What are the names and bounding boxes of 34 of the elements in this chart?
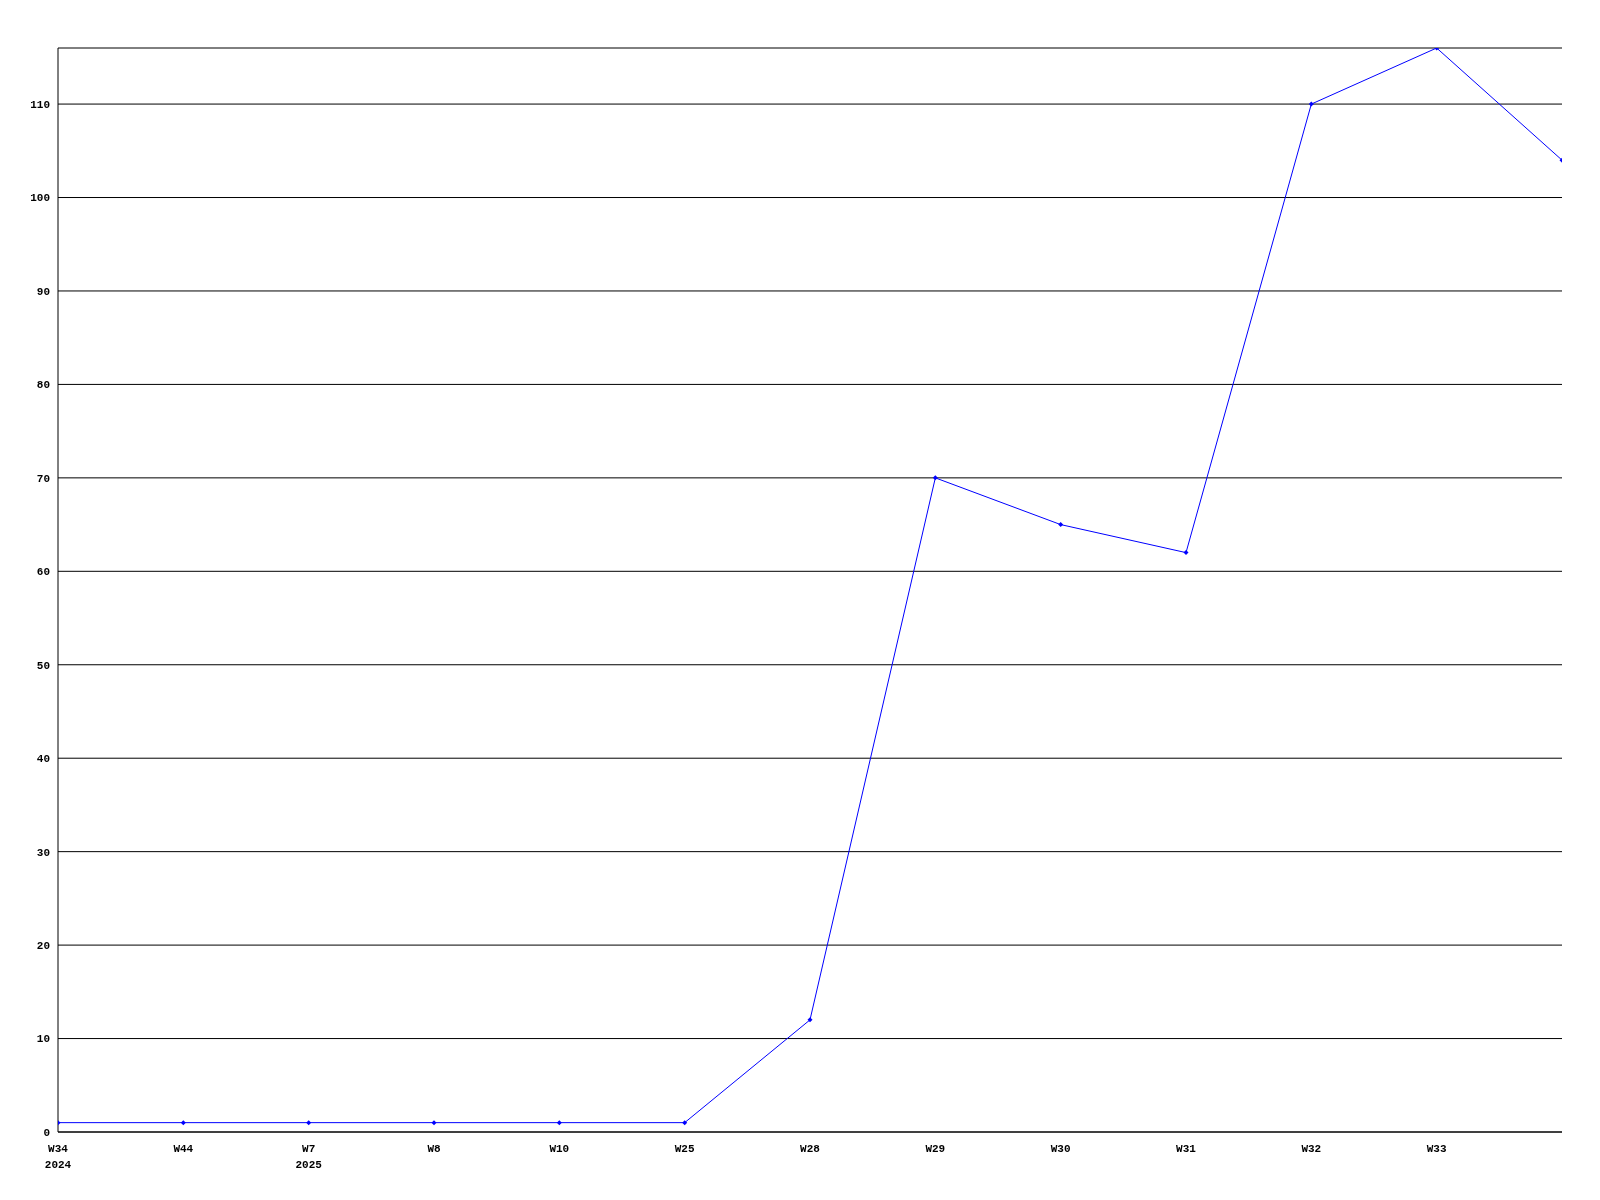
x-tick-label: W44 (173, 1143, 194, 1155)
point (431, 1120, 437, 1126)
x-tick-label: W10 (549, 1143, 570, 1155)
point (1183, 550, 1189, 556)
point (306, 1120, 312, 1126)
y-tick-label: 100 (30, 192, 50, 205)
point (807, 1017, 813, 1023)
point (1058, 522, 1064, 528)
y-tick-label: 0 (43, 1126, 50, 1139)
y-tick-label: 10 (36, 1033, 50, 1046)
point (556, 1120, 562, 1126)
x-tick-label: W33 (1426, 1143, 1447, 1155)
y-tick-label: 110 (30, 98, 50, 111)
y-tick-label: 80 (36, 379, 50, 392)
y-tick-label: 40 (36, 753, 50, 766)
x-tick-label: W32 (1301, 1143, 1322, 1155)
y-tick-label: 60 (36, 566, 50, 579)
x-tick-label: W30 (1050, 1143, 1071, 1155)
point (180, 1120, 186, 1126)
y-tick-label: 50 (36, 659, 50, 672)
x-tick-label: W29 (925, 1143, 946, 1155)
x-tick-label: W7 2025 (295, 1143, 323, 1171)
y-tick-label: 30 (36, 846, 50, 859)
y-tick-label: 90 (36, 285, 50, 298)
x-tick-label: W25 (674, 1143, 695, 1155)
y-tick-label: 70 (36, 472, 50, 485)
point (1308, 101, 1314, 107)
point (932, 475, 938, 481)
point (682, 1120, 688, 1126)
x-tick-label: W34 2024 (44, 1143, 72, 1171)
x-tick-label: W8 (427, 1143, 441, 1155)
x-tick-label: W28 (800, 1143, 821, 1155)
y-tick-label: 20 (36, 940, 50, 953)
x-tick-label: W31 (1176, 1143, 1197, 1155)
